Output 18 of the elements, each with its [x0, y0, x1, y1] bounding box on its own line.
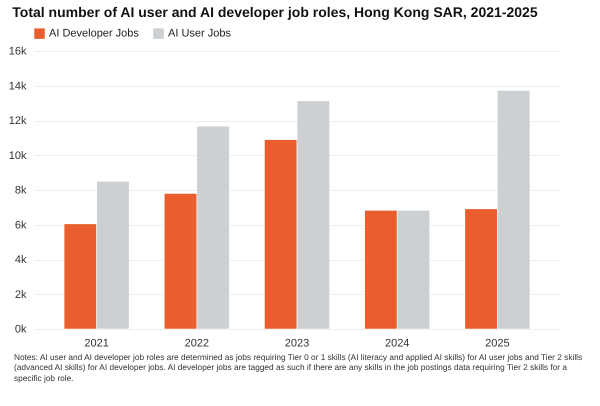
chart-title: Total number of AI user and AI developer job roles, Hong Kong SAR, 2021-2025: [12, 4, 538, 20]
y-tick-label: 14k: [8, 80, 27, 92]
y-tick-label: 10k: [8, 150, 27, 162]
text: Notes: AI user and AI developer job roles are determined as jobs requiring Tier 0 or 1 skills (AI literacy and applied AI skills) for AI user jobs and Tier 2 skills (advanced AI skills) for AI developer jobs. AI developer jobs are tagged as such if there are any skills in the job postings data requiring Tier 2 skills for a specific job role.: [14, 352, 584, 384]
y-tick-label: 4k: [14, 254, 27, 266]
legend-label: AI Developer Jobs: [49, 28, 140, 40]
y-tick-label: 16k: [8, 46, 27, 58]
x-tick-label: 2023: [284, 338, 310, 350]
y-tick-label: 12k: [8, 115, 27, 127]
x-tick-label: 2022: [184, 338, 210, 350]
x-tick-label: 2021: [84, 338, 109, 350]
legend-label: AI User Jobs: [168, 28, 232, 40]
x-tick-label: 2025: [485, 338, 510, 350]
y-tick-label: 6k: [14, 219, 27, 232]
x-tick-label: 2024: [384, 338, 410, 350]
y-tick-label: 8k: [14, 184, 27, 196]
y-tick-label: 2k: [14, 288, 27, 301]
y-tick-label: 0k: [14, 324, 27, 336]
